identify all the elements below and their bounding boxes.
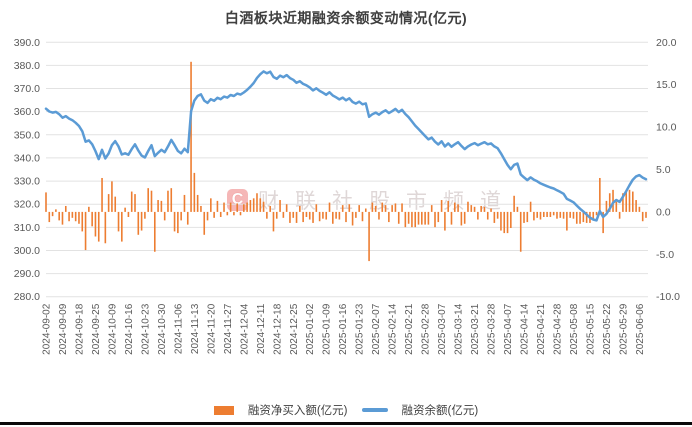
svg-text:2024-12-18: 2024-12-18 <box>272 303 283 355</box>
svg-text:330.0: 330.0 <box>14 176 40 188</box>
bottom-border <box>0 422 692 425</box>
svg-text:290.0: 290.0 <box>14 268 40 280</box>
svg-text:2025-02-28: 2025-02-28 <box>421 303 432 355</box>
right-axis-labels: -10.0 -5.0 0.0 5.0 10.0 15.0 20.0 <box>656 37 680 303</box>
svg-text:2025-02-21: 2025-02-21 <box>404 303 415 355</box>
svg-text:390.0: 390.0 <box>14 37 40 49</box>
svg-text:2024-10-23: 2024-10-23 <box>140 303 151 355</box>
balance-line <box>44 70 648 222</box>
svg-text:10.0: 10.0 <box>656 122 677 134</box>
svg-text:2025-01-09: 2025-01-09 <box>322 303 333 355</box>
svg-text:340.0: 340.0 <box>14 152 40 164</box>
svg-text:360.0: 360.0 <box>14 106 40 118</box>
legend-line-label: 融资余额(亿元) <box>401 405 479 417</box>
svg-text:380.0: 380.0 <box>14 60 40 72</box>
svg-text:5.0: 5.0 <box>656 164 671 176</box>
svg-text:2024-09-25: 2024-09-25 <box>91 303 102 355</box>
svg-text:350.0: 350.0 <box>14 129 40 141</box>
svg-text:300.0: 300.0 <box>14 245 40 257</box>
svg-text:2024-10-16: 2024-10-16 <box>124 303 135 355</box>
svg-text:2025-05-29: 2025-05-29 <box>618 303 629 355</box>
svg-text:2024-12-25: 2024-12-25 <box>289 303 300 355</box>
svg-text:15.0: 15.0 <box>656 79 677 91</box>
legend-bar-label: 融资净买入额(亿元) <box>247 405 348 417</box>
svg-text:2025-03-21: 2025-03-21 <box>470 303 481 355</box>
svg-text:2024-11-27: 2024-11-27 <box>223 303 234 354</box>
svg-text:2025-05-08: 2025-05-08 <box>569 303 580 355</box>
svg-text:2025-04-14: 2025-04-14 <box>520 303 531 355</box>
svg-text:2025-01-23: 2025-01-23 <box>355 303 366 355</box>
svg-text:2024-11-06: 2024-11-06 <box>173 303 184 354</box>
svg-text:-5.0: -5.0 <box>656 249 674 261</box>
gridlines <box>46 41 648 298</box>
svg-text:2025-03-07: 2025-03-07 <box>437 303 448 355</box>
svg-text:2024-10-09: 2024-10-09 <box>107 303 118 355</box>
svg-text:2025-02-14: 2025-02-14 <box>388 303 399 355</box>
legend-line-swatch-icon <box>361 408 388 412</box>
svg-text:2025-02-07: 2025-02-07 <box>371 303 382 355</box>
svg-text:310.0: 310.0 <box>14 222 40 234</box>
svg-text:2024-09-09: 2024-09-09 <box>58 303 69 355</box>
svg-text:2025-05-15: 2025-05-15 <box>585 303 596 355</box>
legend-bar-swatch-icon <box>213 405 234 415</box>
svg-text:2025-05-22: 2025-05-22 <box>602 303 613 355</box>
svg-text:2024-11-20: 2024-11-20 <box>206 303 217 354</box>
svg-text:2024-09-18: 2024-09-18 <box>74 303 85 355</box>
svg-text:2024-11-13: 2024-11-13 <box>190 303 201 354</box>
svg-text:2025-04-07: 2025-04-07 <box>503 303 514 355</box>
svg-text:2024-10-30: 2024-10-30 <box>157 303 168 355</box>
svg-text:280.0: 280.0 <box>14 291 40 303</box>
svg-text:320.0: 320.0 <box>14 199 40 211</box>
svg-text:2025-04-21: 2025-04-21 <box>536 303 547 355</box>
svg-text:-10.0: -10.0 <box>656 291 680 303</box>
svg-text:2025-03-28: 2025-03-28 <box>487 303 498 355</box>
svg-text:0.0: 0.0 <box>656 206 671 218</box>
svg-text:2024-09-02: 2024-09-02 <box>42 303 53 355</box>
page-title: 白酒板块近期融资余额变动情况(亿元) <box>224 10 468 26</box>
left-axis-labels: 280.0 290.0 300.0 310.0 320.0 330.0 340.0 350.0… <box>14 37 40 303</box>
svg-text:2025-03-14: 2025-03-14 <box>454 303 465 355</box>
x-axis-labels: 2024-09-02 2024-09-09 2024-09-18 2024-09-25… <box>42 303 646 355</box>
svg-text:2025-04-28: 2025-04-28 <box>552 303 563 355</box>
svg-text:2024-12-04: 2024-12-04 <box>239 303 250 355</box>
svg-text:2025-01-02: 2025-01-02 <box>305 303 316 355</box>
legend: 融资净买入额(亿元) 融资余额(亿元) <box>0 401 692 419</box>
svg-text:2025-06-06: 2025-06-06 <box>635 303 646 355</box>
svg-text:2024-12-11: 2024-12-11 <box>256 303 267 354</box>
svg-text:2025-01-16: 2025-01-16 <box>338 303 349 355</box>
svg-text:20.0: 20.0 <box>656 37 677 49</box>
svg-text:370.0: 370.0 <box>14 83 40 95</box>
net-buy-bars <box>45 61 647 262</box>
